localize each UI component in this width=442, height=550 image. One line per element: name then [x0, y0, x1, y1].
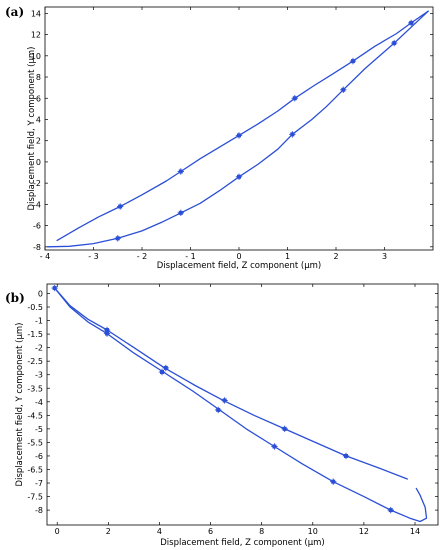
data-marker [340, 86, 347, 93]
x-axis-label: Displacement field, Z component (µm) [157, 261, 322, 271]
x-tick-label: 8 [259, 527, 264, 536]
y-tick-label: -7.5 [27, 493, 43, 502]
y-tick-label: -6.5 [27, 465, 43, 474]
y-tick-label: -2 [35, 344, 43, 353]
y-tick-label: -3.5 [27, 384, 43, 393]
x-tick-label: 12 [359, 527, 369, 536]
x-tick-label: 1 [285, 252, 290, 261]
y-tick-label: -4 [35, 398, 43, 407]
x-axis-label: Displacement field, Z component (µm) [160, 538, 325, 548]
data-marker [51, 284, 58, 292]
data-marker [235, 132, 243, 139]
y-tick-label: 4 [36, 115, 41, 124]
x-tick-label: - 4 [40, 252, 51, 261]
y-tick-label: -1.5 [27, 330, 43, 339]
data-marker [235, 173, 243, 180]
y-tick-label: 8 [36, 73, 41, 82]
x-tick-label: 6 [208, 527, 213, 536]
y-tick-label: -5 [35, 425, 43, 434]
data-marker [177, 209, 184, 217]
y-tick-label: -2 [33, 179, 41, 188]
x-tick-label: - 3 [88, 252, 99, 261]
data-marker [114, 235, 121, 242]
panel-label: (a) [5, 5, 24, 19]
data-marker [215, 406, 222, 414]
data-marker [349, 57, 357, 65]
data-marker [391, 39, 398, 47]
y-tick-label: 14 [31, 9, 41, 18]
y-tick-label: 0 [38, 289, 43, 298]
y-tick-label: -6 [35, 452, 43, 461]
y-tick-label: -4 [33, 200, 41, 209]
chart-panel-a: - 4- 3- 2- 1 0 1 2 3-8-6-4-202468101214Displ… [5, 5, 434, 271]
y-tick-label: -7 [35, 479, 43, 488]
data-marker [387, 506, 394, 514]
data-marker [221, 397, 228, 404]
x-tick-label: - 1 [185, 252, 196, 261]
panel-label: (b) [5, 291, 25, 305]
data-marker [158, 368, 166, 376]
y-tick-label: -6 [33, 222, 41, 231]
y-tick-label: 2 [36, 137, 41, 146]
y-tick-label: 0 [36, 158, 41, 167]
y-tick-label: 6 [36, 94, 41, 103]
y-tick-label: -3 [35, 371, 43, 380]
data-marker [281, 425, 288, 433]
x-tick-label: - 2 [137, 252, 148, 261]
plot-frame [46, 283, 439, 526]
x-tick-label: 0 [236, 252, 241, 261]
data-marker [271, 443, 278, 450]
data-marker [289, 131, 296, 138]
y-axis-label: Displacement field, Y component (µm) [27, 47, 37, 211]
y-tick-label: -4.5 [27, 411, 43, 420]
series-line-2 [54, 287, 428, 523]
y-tick-label: -8 [33, 243, 41, 252]
data-marker [103, 330, 111, 337]
y-tick-label: -1 [35, 317, 43, 326]
x-tick-label: 4 [157, 527, 162, 536]
data-marker [177, 168, 184, 175]
y-tick-label: 10 [31, 52, 41, 61]
series-line-2 [46, 10, 429, 248]
data-marker [407, 19, 415, 27]
x-tick-label: 0 [55, 527, 60, 536]
y-tick-label: -2.5 [27, 357, 43, 366]
chart-panel-b: 0 2 4 6 8 10 12 14 0 -0.5 -1 -1.5 -2 -2.5 -3 -3.5 -4 -4.5… [5, 283, 439, 548]
series-line-1 [56, 10, 429, 242]
data-marker [330, 478, 337, 485]
plot-frame [44, 6, 434, 251]
y-tick-label: 12 [31, 31, 41, 40]
y-axis-label: Displacement field, Y component (µm) [15, 323, 25, 487]
x-tick-label: 10 [308, 527, 318, 536]
data-marker [342, 452, 350, 460]
y-tick-label: -0.5 [27, 303, 43, 312]
x-tick-label: 2 [333, 252, 338, 261]
x-tick-label: 14 [410, 527, 420, 536]
data-marker [291, 95, 298, 102]
x-tick-label: 2 [106, 527, 111, 536]
y-tick-label: -8 [35, 506, 43, 515]
series-line-1 [54, 287, 408, 480]
data-marker [116, 203, 124, 210]
y-tick-label: -5.5 [27, 438, 43, 447]
x-tick-label: 3 [382, 252, 387, 261]
data-marker [162, 364, 170, 372]
